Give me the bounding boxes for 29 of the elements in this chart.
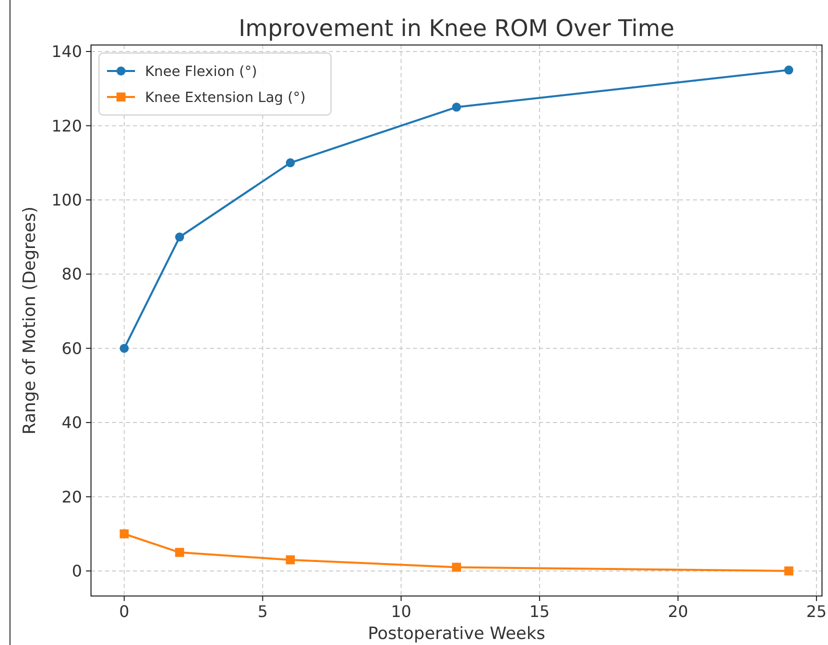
x-tick-label: 0 — [119, 602, 130, 621]
legend-label: Knee Flexion (°) — [145, 64, 258, 80]
x-tick-label: 20 — [668, 602, 688, 621]
point — [286, 555, 295, 564]
y-axis-title: Range of Motion (Degrees) — [20, 206, 40, 435]
y-tick-label: 60 — [62, 338, 82, 358]
legend-label: Knee Extension Lag (°) — [145, 90, 306, 106]
x-tick-label: 25 — [806, 602, 827, 621]
y-tick-label: 120 — [51, 116, 82, 136]
y-tick-label: 100 — [51, 190, 82, 210]
y-tick-label: 40 — [62, 413, 82, 432]
x-tick-label: 10 — [390, 602, 412, 621]
point — [120, 344, 129, 353]
y-tick-label: 20 — [62, 487, 82, 506]
x-tick-label: 15 — [529, 602, 550, 621]
chart-title: Improvement in Knee ROM Over Time — [238, 16, 674, 42]
y-tick-label: 140 — [51, 42, 82, 62]
y-tick-label: 80 — [62, 264, 82, 284]
point — [452, 102, 461, 112]
point — [784, 66, 794, 75]
point — [784, 566, 794, 576]
point — [120, 529, 129, 538]
y-tick-label: 0 — [72, 562, 82, 581]
x-axis-title: Postoperative Weeks — [368, 624, 546, 644]
point — [175, 232, 184, 242]
point — [452, 562, 461, 572]
point — [175, 548, 184, 557]
x-tick-label: 5 — [258, 602, 268, 621]
point — [286, 158, 295, 168]
